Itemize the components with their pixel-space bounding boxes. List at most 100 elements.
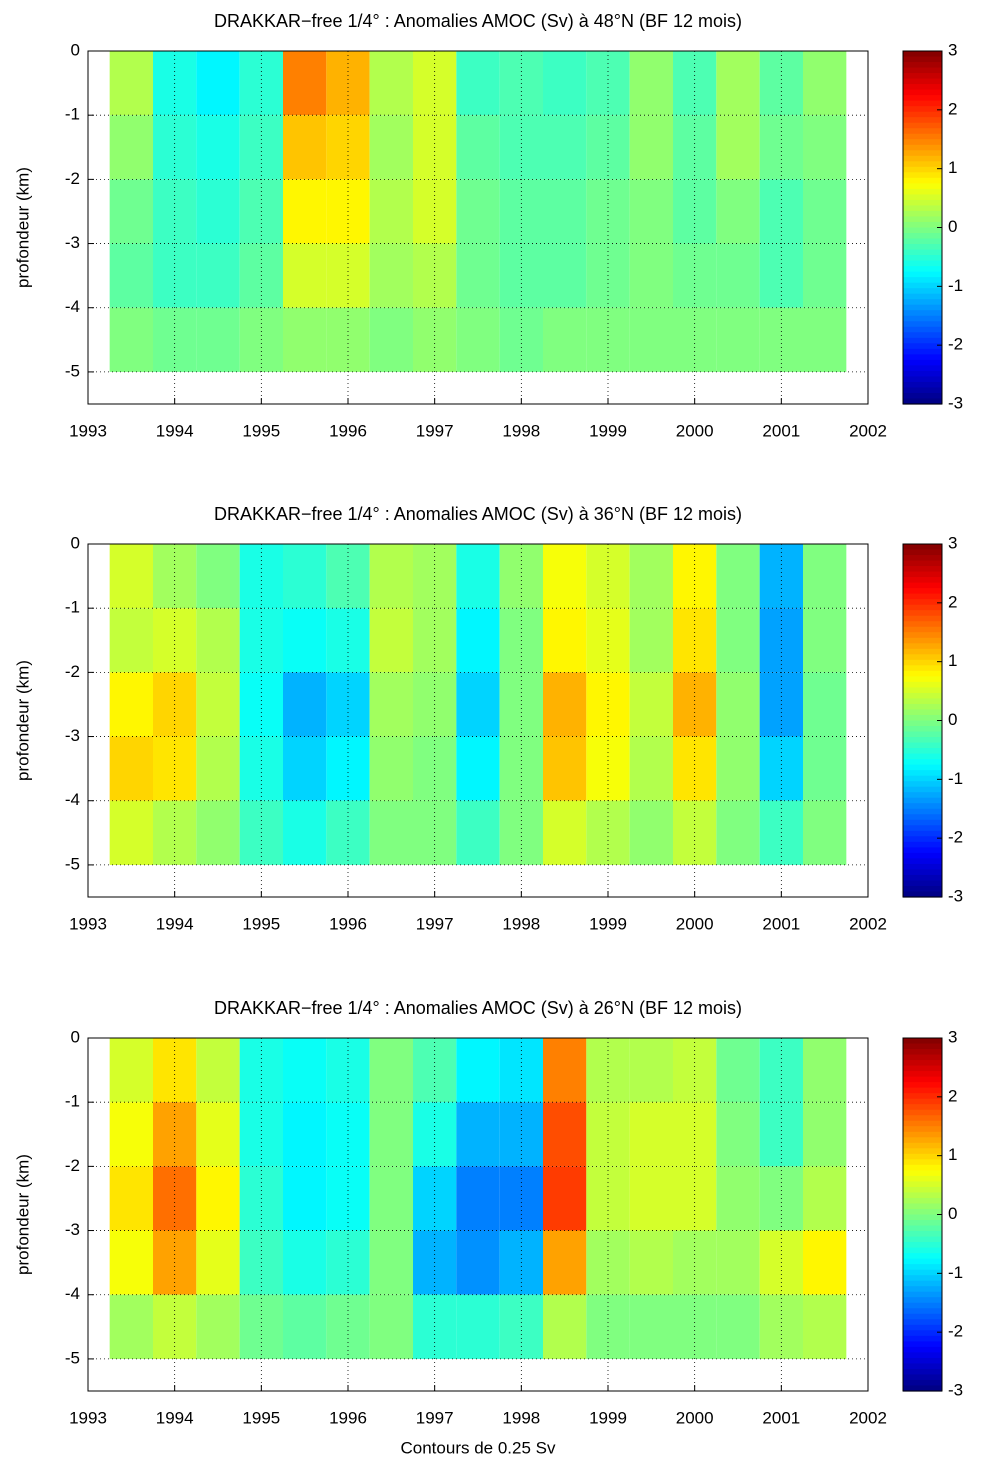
colorbar-segment xyxy=(903,1153,942,1160)
heat-cell xyxy=(283,800,327,865)
colorbar-tick-label: 1 xyxy=(948,651,957,670)
heat-cell xyxy=(803,51,847,116)
x-tick-label: 1998 xyxy=(502,421,540,440)
x-tick-label: 2001 xyxy=(762,914,800,933)
colorbar-segment xyxy=(903,687,942,694)
colorbar-segment xyxy=(903,1082,942,1089)
heat-cell xyxy=(109,1166,153,1231)
heat-cell xyxy=(803,1294,847,1359)
heat-cell xyxy=(629,1294,673,1359)
y-tick-label: -5 xyxy=(65,361,80,380)
y-axis-label: profondeur (km) xyxy=(13,167,32,288)
heat-cell xyxy=(716,51,760,116)
colorbar-segment xyxy=(903,610,942,617)
heat-cell xyxy=(109,179,153,244)
heat-cell xyxy=(629,672,673,737)
heat-cell xyxy=(629,1166,673,1231)
colorbar-segment xyxy=(903,1197,942,1205)
heat-cell xyxy=(109,736,153,801)
colorbar-segment xyxy=(903,692,942,700)
colorbar-segment xyxy=(903,321,942,328)
colorbar-segment xyxy=(903,376,942,383)
heat-cell xyxy=(369,115,413,180)
colorbar-segment xyxy=(903,781,942,788)
heat-cell xyxy=(456,800,500,865)
colorbar-segment xyxy=(903,1104,942,1111)
colorbar-tick-label: 3 xyxy=(948,533,957,552)
colorbar-tick-label: 2 xyxy=(948,592,957,611)
colorbar-segment xyxy=(903,753,942,760)
heat-cell xyxy=(716,307,760,372)
colorbar-segment xyxy=(903,1242,942,1249)
colorbar-segment xyxy=(903,1137,942,1144)
heat-cell xyxy=(629,307,673,372)
plot-frame xyxy=(87,50,869,405)
colorbar-segment xyxy=(903,73,942,80)
heat-cell xyxy=(543,1038,587,1103)
colorbar-segment xyxy=(903,830,942,837)
colorbar-segment xyxy=(903,726,942,733)
heat-cell xyxy=(543,544,587,609)
heat-cell xyxy=(369,800,413,865)
y-tick-label: 0 xyxy=(71,40,80,59)
x-tick-label: 1994 xyxy=(156,1408,194,1427)
heat-cell xyxy=(283,243,327,308)
colorbar-segment xyxy=(903,354,942,361)
colorbar-tick-label: 2 xyxy=(948,99,957,118)
colorbar-tick-label: -1 xyxy=(948,276,963,295)
colorbar-segment xyxy=(903,544,942,551)
colorbar-segment xyxy=(903,869,942,876)
heat-cell xyxy=(109,1102,153,1167)
colorbar-segment xyxy=(903,1065,942,1072)
heat-cell xyxy=(196,1166,240,1231)
colorbar-segment xyxy=(903,1368,942,1376)
heat-cell xyxy=(629,243,673,308)
colorbar-segment xyxy=(903,95,942,102)
colorbar-segment xyxy=(903,819,942,826)
colorbar-segment xyxy=(903,880,942,887)
colorbar-segment xyxy=(903,626,942,633)
colorbar-segment xyxy=(903,1131,942,1138)
colorbar-segment xyxy=(903,1109,942,1116)
heat-cell xyxy=(543,1230,587,1295)
heat-cell xyxy=(283,1294,327,1359)
colorbar-segment xyxy=(903,56,942,63)
colorbar-segment xyxy=(903,577,942,584)
colorbar-segment xyxy=(903,670,942,677)
colorbar-tick-label: 1 xyxy=(948,1145,957,1164)
colorbar-segment xyxy=(903,277,942,284)
colorbar-segment xyxy=(903,62,942,69)
y-tick-label: -1 xyxy=(65,1092,80,1111)
colorbar-segment xyxy=(903,1236,942,1243)
colorbar-segment xyxy=(903,326,942,333)
colorbar-segment xyxy=(903,1363,942,1370)
colorbar-segment xyxy=(903,210,942,218)
x-tick-label: 2002 xyxy=(849,1408,887,1427)
heat-cell xyxy=(803,179,847,244)
heat-cell xyxy=(629,1038,673,1103)
colorbar-segment xyxy=(903,1208,942,1216)
colorbar-segment xyxy=(903,1313,942,1320)
heat-cell xyxy=(283,544,327,609)
x-tick-label: 2000 xyxy=(676,914,714,933)
heat-cell xyxy=(196,179,240,244)
colorbar-segment xyxy=(903,1269,942,1276)
heat-cell xyxy=(716,608,760,673)
x-tick-label: 1994 xyxy=(156,421,194,440)
heat-cell xyxy=(283,672,327,737)
colorbar-segment xyxy=(903,1330,942,1337)
colorbar-segment xyxy=(903,1175,942,1183)
heat-cell xyxy=(543,115,587,180)
colorbar-segment xyxy=(903,128,942,135)
colorbar-segment xyxy=(903,1220,942,1227)
colorbar-segment xyxy=(903,337,942,344)
heat-cell xyxy=(109,672,153,737)
colorbar-tick-label: 3 xyxy=(948,1027,957,1046)
colorbar-segment xyxy=(903,593,942,600)
colorbar-segment xyxy=(903,1341,942,1348)
heat-cell xyxy=(803,1230,847,1295)
heat-cell xyxy=(196,307,240,372)
colorbar-segment xyxy=(903,310,942,317)
colorbar-segment xyxy=(903,365,942,372)
heat-cell xyxy=(369,544,413,609)
